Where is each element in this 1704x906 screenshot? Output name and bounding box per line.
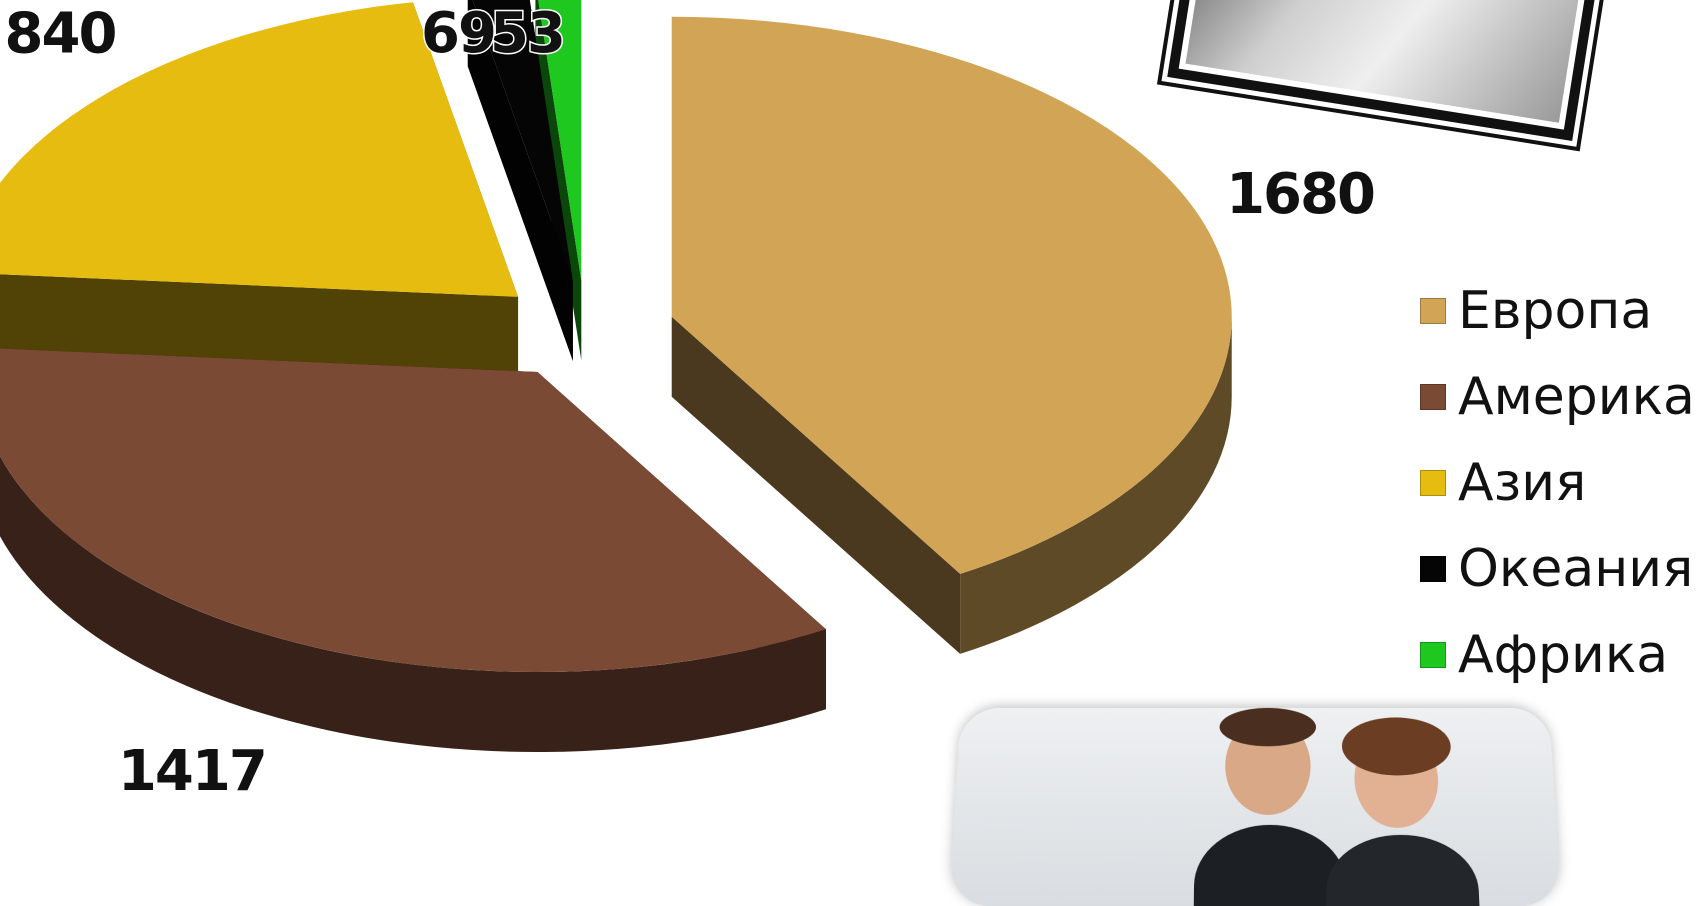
- legend-swatch-europe: [1420, 298, 1446, 324]
- legend-label-africa: Африка: [1458, 625, 1669, 685]
- pie-slice-america: [0, 348, 826, 673]
- pie-side-america: [0, 456, 826, 753]
- data-label-oceania: 69: [421, 1, 495, 66]
- pie-slice-africa: [538, 0, 582, 281]
- legend-item-america: Америка: [1420, 354, 1695, 440]
- legend-swatch-america: [1420, 384, 1446, 410]
- data-label-europe: 1680: [1226, 162, 1374, 227]
- legend-label-america: Америка: [1458, 367, 1695, 427]
- pie-edge-europe-1: [671, 316, 961, 654]
- data-label-america: 1417: [118, 739, 266, 804]
- pie-edge-asia-0: [0, 274, 519, 377]
- legend-swatch-asia: [1420, 470, 1446, 496]
- pie-slice-asia: [0, 2, 519, 297]
- pie-slice-oceania: [472, 0, 573, 281]
- legend-label-oceania: Океания: [1458, 539, 1694, 599]
- legend-swatch-oceania: [1420, 556, 1446, 582]
- legend-label-europe: Европа: [1458, 281, 1653, 341]
- legend-swatch-africa: [1420, 642, 1446, 668]
- pie-side-europe: [960, 316, 1232, 654]
- pie-edge-oceania-0: [467, 0, 573, 361]
- legend: Европа Америка Азия Океания Африка: [1420, 268, 1695, 698]
- data-label-africa: 53: [490, 1, 564, 66]
- data-label-asia: 840: [5, 1, 116, 66]
- business-people-photo: [948, 707, 1562, 906]
- legend-label-asia: Азия: [1458, 453, 1587, 513]
- pie-slice-europe: [671, 16, 1232, 574]
- legend-item-africa: Африка: [1420, 612, 1695, 698]
- legend-item-europe: Европа: [1420, 268, 1695, 354]
- legend-item-oceania: Океания: [1420, 526, 1695, 612]
- legend-item-asia: Азия: [1420, 440, 1695, 526]
